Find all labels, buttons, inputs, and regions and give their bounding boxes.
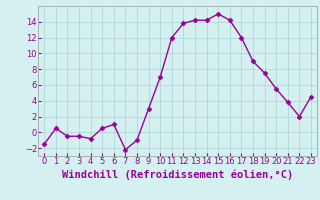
X-axis label: Windchill (Refroidissement éolien,°C): Windchill (Refroidissement éolien,°C)	[62, 169, 293, 180]
